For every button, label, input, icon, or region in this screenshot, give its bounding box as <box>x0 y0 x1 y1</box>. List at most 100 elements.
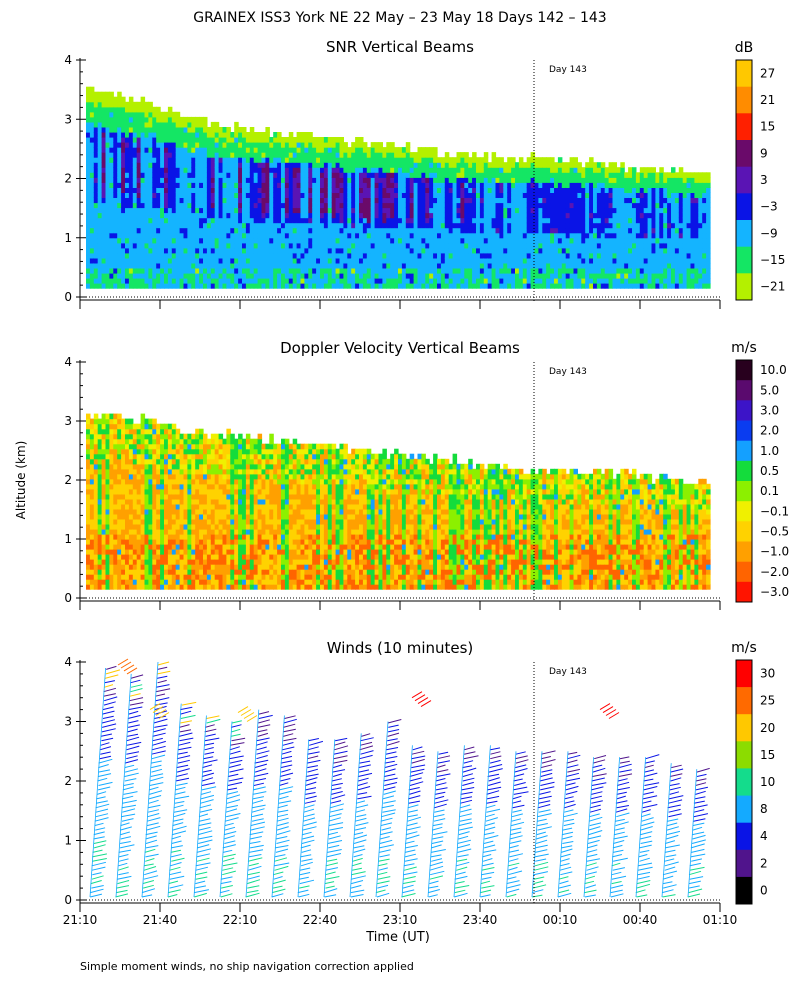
heatmap-cell <box>175 142 181 148</box>
heatmap-cell <box>175 268 181 274</box>
heatmap-cell <box>171 177 177 183</box>
heatmap-cell <box>316 242 321 249</box>
heatmap-cell <box>199 212 204 219</box>
heatmap-cell <box>218 167 224 173</box>
heatmap-cell <box>245 147 251 153</box>
heatmap-cell <box>366 242 372 249</box>
heatmap-cell <box>382 247 387 254</box>
heatmap-cell <box>390 142 395 148</box>
heatmap-cell <box>269 242 274 249</box>
heatmap-cell <box>374 237 380 244</box>
heatmap-cell <box>183 262 188 269</box>
heatmap-cell <box>292 222 298 229</box>
heatmap-cell <box>245 247 251 254</box>
heatmap-cell <box>608 197 614 204</box>
heatmap-cell <box>425 187 430 193</box>
heatmap-cell <box>214 207 220 214</box>
heatmap-cell <box>281 252 286 259</box>
heatmap-cell <box>323 182 329 188</box>
heatmap-cell <box>164 127 169 133</box>
heatmap-cell <box>608 232 614 239</box>
heatmap-cell <box>113 242 118 249</box>
heatmap-cell <box>210 273 216 279</box>
heatmap-cell <box>476 268 481 274</box>
heatmap-cell <box>89 137 95 143</box>
heatmap-cell <box>113 518 118 525</box>
heatmap-cell <box>316 197 321 204</box>
heatmap-cell <box>97 96 103 103</box>
heatmap-cell <box>655 237 660 244</box>
heatmap-cell <box>187 283 192 289</box>
heatmap-cell <box>343 212 348 219</box>
heatmap-cell <box>113 453 118 460</box>
heatmap-cell <box>339 283 344 289</box>
heatmap-cell <box>678 197 684 204</box>
heatmap-cell <box>355 172 360 178</box>
heatmap-cell <box>390 157 395 163</box>
heatmap-cell <box>144 106 149 113</box>
heatmap-cell <box>550 187 555 193</box>
heatmap-cell <box>682 222 688 229</box>
heatmap-cell <box>171 116 177 123</box>
heatmap-cell <box>596 212 602 219</box>
heatmap-cell <box>101 252 107 259</box>
heatmap-cell <box>608 273 614 279</box>
heatmap-cell <box>144 127 149 133</box>
heatmap-cell <box>628 187 633 193</box>
heatmap-cell <box>370 172 376 178</box>
heatmap-cell <box>171 212 177 219</box>
heatmap-cell <box>515 283 520 289</box>
heatmap-cell <box>323 217 329 224</box>
heatmap-cell <box>565 172 571 178</box>
heatmap-cell <box>534 182 539 188</box>
heatmap-cell <box>125 268 130 274</box>
heatmap-cell <box>429 212 434 219</box>
heatmap-cell <box>234 177 239 183</box>
heatmap-cell <box>667 278 672 284</box>
heatmap-cell <box>121 207 126 214</box>
heatmap-cell <box>93 423 99 430</box>
heatmap-cell <box>413 268 419 274</box>
heatmap-cell <box>109 413 114 420</box>
heatmap-cell <box>343 197 348 204</box>
heatmap-cell <box>351 212 356 219</box>
heatmap-cell <box>347 268 352 274</box>
heatmap-cell <box>109 142 114 148</box>
heatmap-cell <box>93 554 99 560</box>
heatmap-cell <box>362 232 368 239</box>
heatmap-cell <box>128 278 134 284</box>
heatmap-cell <box>366 283 372 289</box>
heatmap-cell <box>667 192 672 198</box>
heatmap-cell <box>86 121 91 128</box>
heatmap-cell <box>581 227 586 234</box>
heatmap-cell <box>234 167 239 173</box>
heatmap-cell <box>226 192 231 198</box>
heatmap-cell <box>437 262 442 269</box>
heatmap-cell <box>448 182 454 188</box>
heatmap-cell <box>249 273 255 279</box>
heatmap-cell <box>148 273 153 279</box>
heatmap-cell <box>97 121 103 128</box>
heatmap-cell <box>655 222 660 229</box>
heatmap-cell <box>526 247 532 254</box>
heatmap-cell <box>312 197 317 204</box>
heatmap-cell <box>343 278 348 284</box>
heatmap-cell <box>550 252 555 259</box>
heatmap-cell <box>117 242 122 249</box>
heatmap-cell <box>706 217 711 224</box>
heatmap-cell <box>526 177 532 183</box>
heatmap-cell <box>218 232 224 239</box>
heatmap-cell <box>612 242 617 249</box>
heatmap-cell <box>140 212 146 219</box>
heatmap-cell <box>125 142 130 148</box>
heatmap-cell <box>515 222 520 229</box>
heatmap-cell <box>417 177 422 183</box>
heatmap-cell <box>491 172 497 178</box>
colorbar-segment <box>736 273 752 301</box>
heatmap-cell <box>620 268 625 274</box>
heatmap-cell <box>144 247 149 254</box>
heatmap-cell <box>238 127 243 133</box>
heatmap-cell <box>296 212 302 219</box>
heatmap-cell <box>593 278 598 284</box>
heatmap-cell <box>417 283 422 289</box>
